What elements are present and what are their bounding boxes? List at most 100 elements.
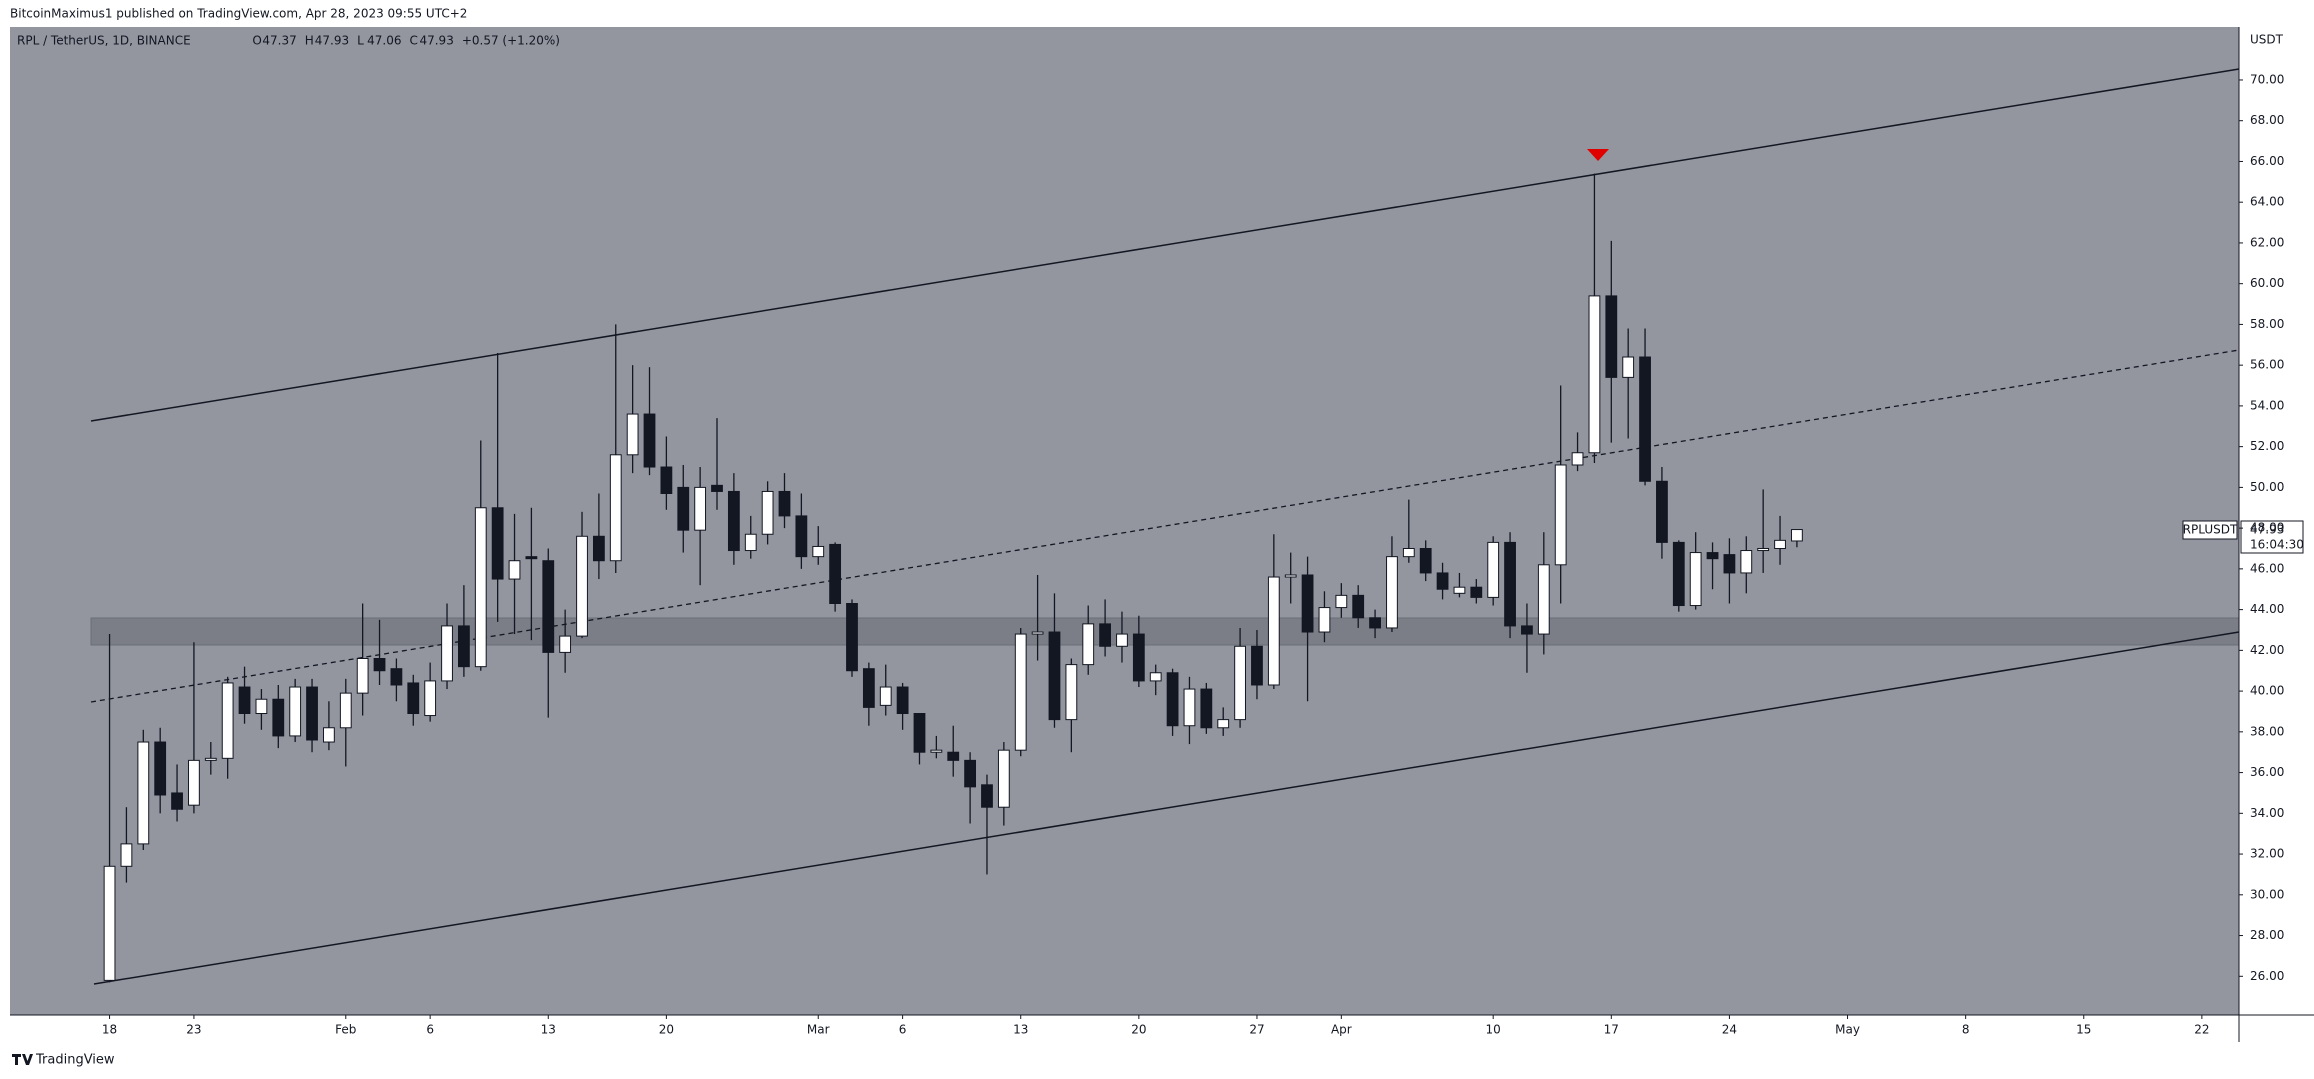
candle-body xyxy=(744,533,757,552)
candle-body xyxy=(1521,625,1533,635)
ohlc-key: L xyxy=(357,34,364,48)
candle-body xyxy=(1217,719,1230,729)
candle-body xyxy=(694,486,707,531)
candle-body xyxy=(879,686,892,706)
candle-body xyxy=(339,692,352,729)
candle-body xyxy=(1639,356,1651,482)
x-tick-label: 20 xyxy=(1131,1023,1146,1037)
candle-body xyxy=(221,682,234,759)
y-tick-label: 60.00 xyxy=(2250,276,2284,290)
candle-body xyxy=(1369,617,1381,629)
candle-body xyxy=(255,698,268,715)
candle-body xyxy=(592,535,605,562)
candle-body xyxy=(1234,645,1246,721)
candle-body xyxy=(643,413,656,468)
candle-body xyxy=(272,698,285,737)
y-tick-label: 36.00 xyxy=(2250,765,2284,779)
ohlc-value: 47.06 xyxy=(367,34,401,48)
candle-body xyxy=(289,686,302,737)
change: +0.57 (+1.20%) xyxy=(462,34,560,48)
candle-body xyxy=(1723,554,1736,574)
candle-body xyxy=(1386,556,1398,629)
candle-body xyxy=(1470,586,1483,598)
currency: USDT xyxy=(2250,33,2284,47)
candle-body xyxy=(407,682,420,715)
ohlc-key: H xyxy=(305,34,314,48)
y-tick-label: 40.00 xyxy=(2250,684,2284,698)
y-tick-label: 32.00 xyxy=(2250,847,2284,861)
x-tick-label: 24 xyxy=(1722,1023,1737,1037)
candle-body xyxy=(1537,564,1550,635)
candle-body xyxy=(660,466,673,494)
candle-body xyxy=(1048,631,1061,721)
y-tick-label: 70.00 xyxy=(2250,72,2284,86)
candle-body xyxy=(981,784,993,808)
candle-body xyxy=(1436,572,1449,590)
candle-body xyxy=(1689,552,1702,607)
y-tick-label: 52.00 xyxy=(2250,439,2284,453)
candle-body xyxy=(1301,574,1314,633)
candle-body xyxy=(1352,594,1365,619)
x-tick-label: 6 xyxy=(899,1023,907,1037)
candle-body xyxy=(846,603,858,672)
candle-body xyxy=(626,413,639,456)
y-tick-label: 56.00 xyxy=(2250,358,2284,372)
candle-body xyxy=(1183,688,1196,727)
x-tick-label: May xyxy=(1835,1023,1860,1037)
candle-body xyxy=(1453,586,1466,594)
candle-body xyxy=(1571,452,1584,466)
candle-body xyxy=(390,668,403,686)
y-tick-label: 48.00 xyxy=(2250,521,2284,535)
candle-body xyxy=(1251,645,1263,686)
candle-body xyxy=(137,741,150,845)
candle-body xyxy=(795,515,808,558)
support-zone xyxy=(90,617,2240,646)
candle-body xyxy=(188,759,200,806)
x-tick-label: 6 xyxy=(426,1023,434,1037)
candle-body xyxy=(154,741,167,796)
candle-body xyxy=(1672,541,1685,607)
x-tick-label: 13 xyxy=(541,1023,556,1037)
x-tick-label: Feb xyxy=(335,1023,356,1037)
candle-body xyxy=(761,490,774,535)
candle-body xyxy=(1656,480,1668,543)
candle-body xyxy=(1149,672,1162,682)
x-tick-label: 20 xyxy=(659,1023,674,1037)
x-tick-label: 10 xyxy=(1486,1023,1501,1037)
candle-body xyxy=(1132,633,1145,682)
y-tick-label: 38.00 xyxy=(2250,724,2284,738)
candle-body xyxy=(778,490,791,517)
candle-body xyxy=(609,454,622,562)
candle-body xyxy=(171,792,183,810)
candle-body xyxy=(1166,672,1179,727)
candle-body xyxy=(1065,664,1078,721)
publisher: BitcoinMaximus1 published on TradingView… xyxy=(10,7,467,21)
candle-body xyxy=(1267,576,1280,686)
candle-body xyxy=(525,556,538,560)
brand-logo xyxy=(12,1054,33,1065)
y-tick-label: 34.00 xyxy=(2250,806,2284,820)
candle-body xyxy=(1622,356,1635,378)
candle-body xyxy=(997,749,1010,808)
y-tick-label: 66.00 xyxy=(2250,154,2284,168)
symbol: RPL / TetherUS, 1D, BINANCE xyxy=(17,34,191,48)
candle-body xyxy=(1774,539,1786,550)
candle-body xyxy=(1419,548,1432,574)
candle-body xyxy=(424,680,437,717)
candle-body xyxy=(1402,548,1415,558)
symbol-tag-box xyxy=(2182,520,2238,540)
candle-body xyxy=(1082,623,1095,666)
y-tick-label: 50.00 xyxy=(2250,480,2284,494)
ohlc-value: 47.93 xyxy=(419,34,453,48)
y-tick-label: 62.00 xyxy=(2250,235,2284,249)
candle-body xyxy=(1588,295,1601,454)
y-tick-label: 58.00 xyxy=(2250,317,2284,331)
candle-body xyxy=(896,686,909,715)
candle-body xyxy=(727,490,740,552)
candle-body xyxy=(1099,623,1111,647)
candle-body xyxy=(677,486,690,531)
x-tick-label: 13 xyxy=(1013,1023,1028,1037)
candle-body xyxy=(812,545,825,558)
x-tick-label: 27 xyxy=(1249,1023,1264,1037)
